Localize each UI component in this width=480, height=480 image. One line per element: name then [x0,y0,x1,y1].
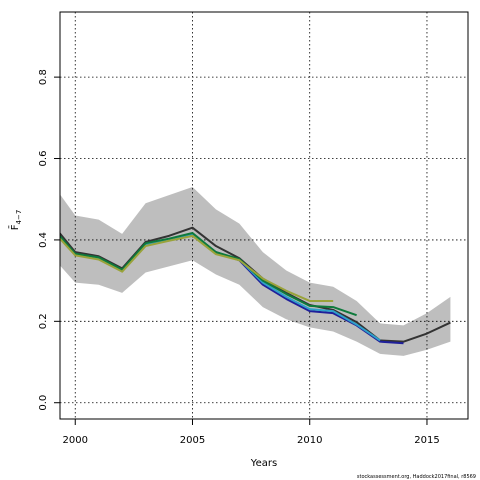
y-tick-label: 0.8 [38,69,49,85]
y-tick-label: 0.2 [38,313,49,329]
x-tick-label: 2005 [180,435,205,446]
x-tick-label: 2000 [63,435,88,446]
y-axis: 0.0 0.2 0.4 0.6 0.8 [38,69,60,411]
y-tick-label: 0.4 [38,232,49,248]
y-axis-title: F̄4−7 [8,210,23,231]
y-tick-label: 0.0 [38,395,49,411]
source-caption: stockassessment.org, Haddock2017final, r… [357,474,476,480]
series-line-4 [60,232,357,317]
x-tick-label: 2010 [297,435,322,446]
plot-frame [59,11,469,420]
grid [60,12,468,419]
series-lines [60,226,451,345]
y-axis-title-subscript: 4−7 [15,210,23,225]
x-axis-title: Years [250,458,277,469]
y-tick-label: 0.6 [38,151,49,167]
series-line-5 [60,234,334,302]
x-tick-label: 2015 [414,435,439,446]
y-axis-title-main: F̄ [8,224,21,230]
x-axis: 2000 2005 2010 2015 [63,419,440,446]
